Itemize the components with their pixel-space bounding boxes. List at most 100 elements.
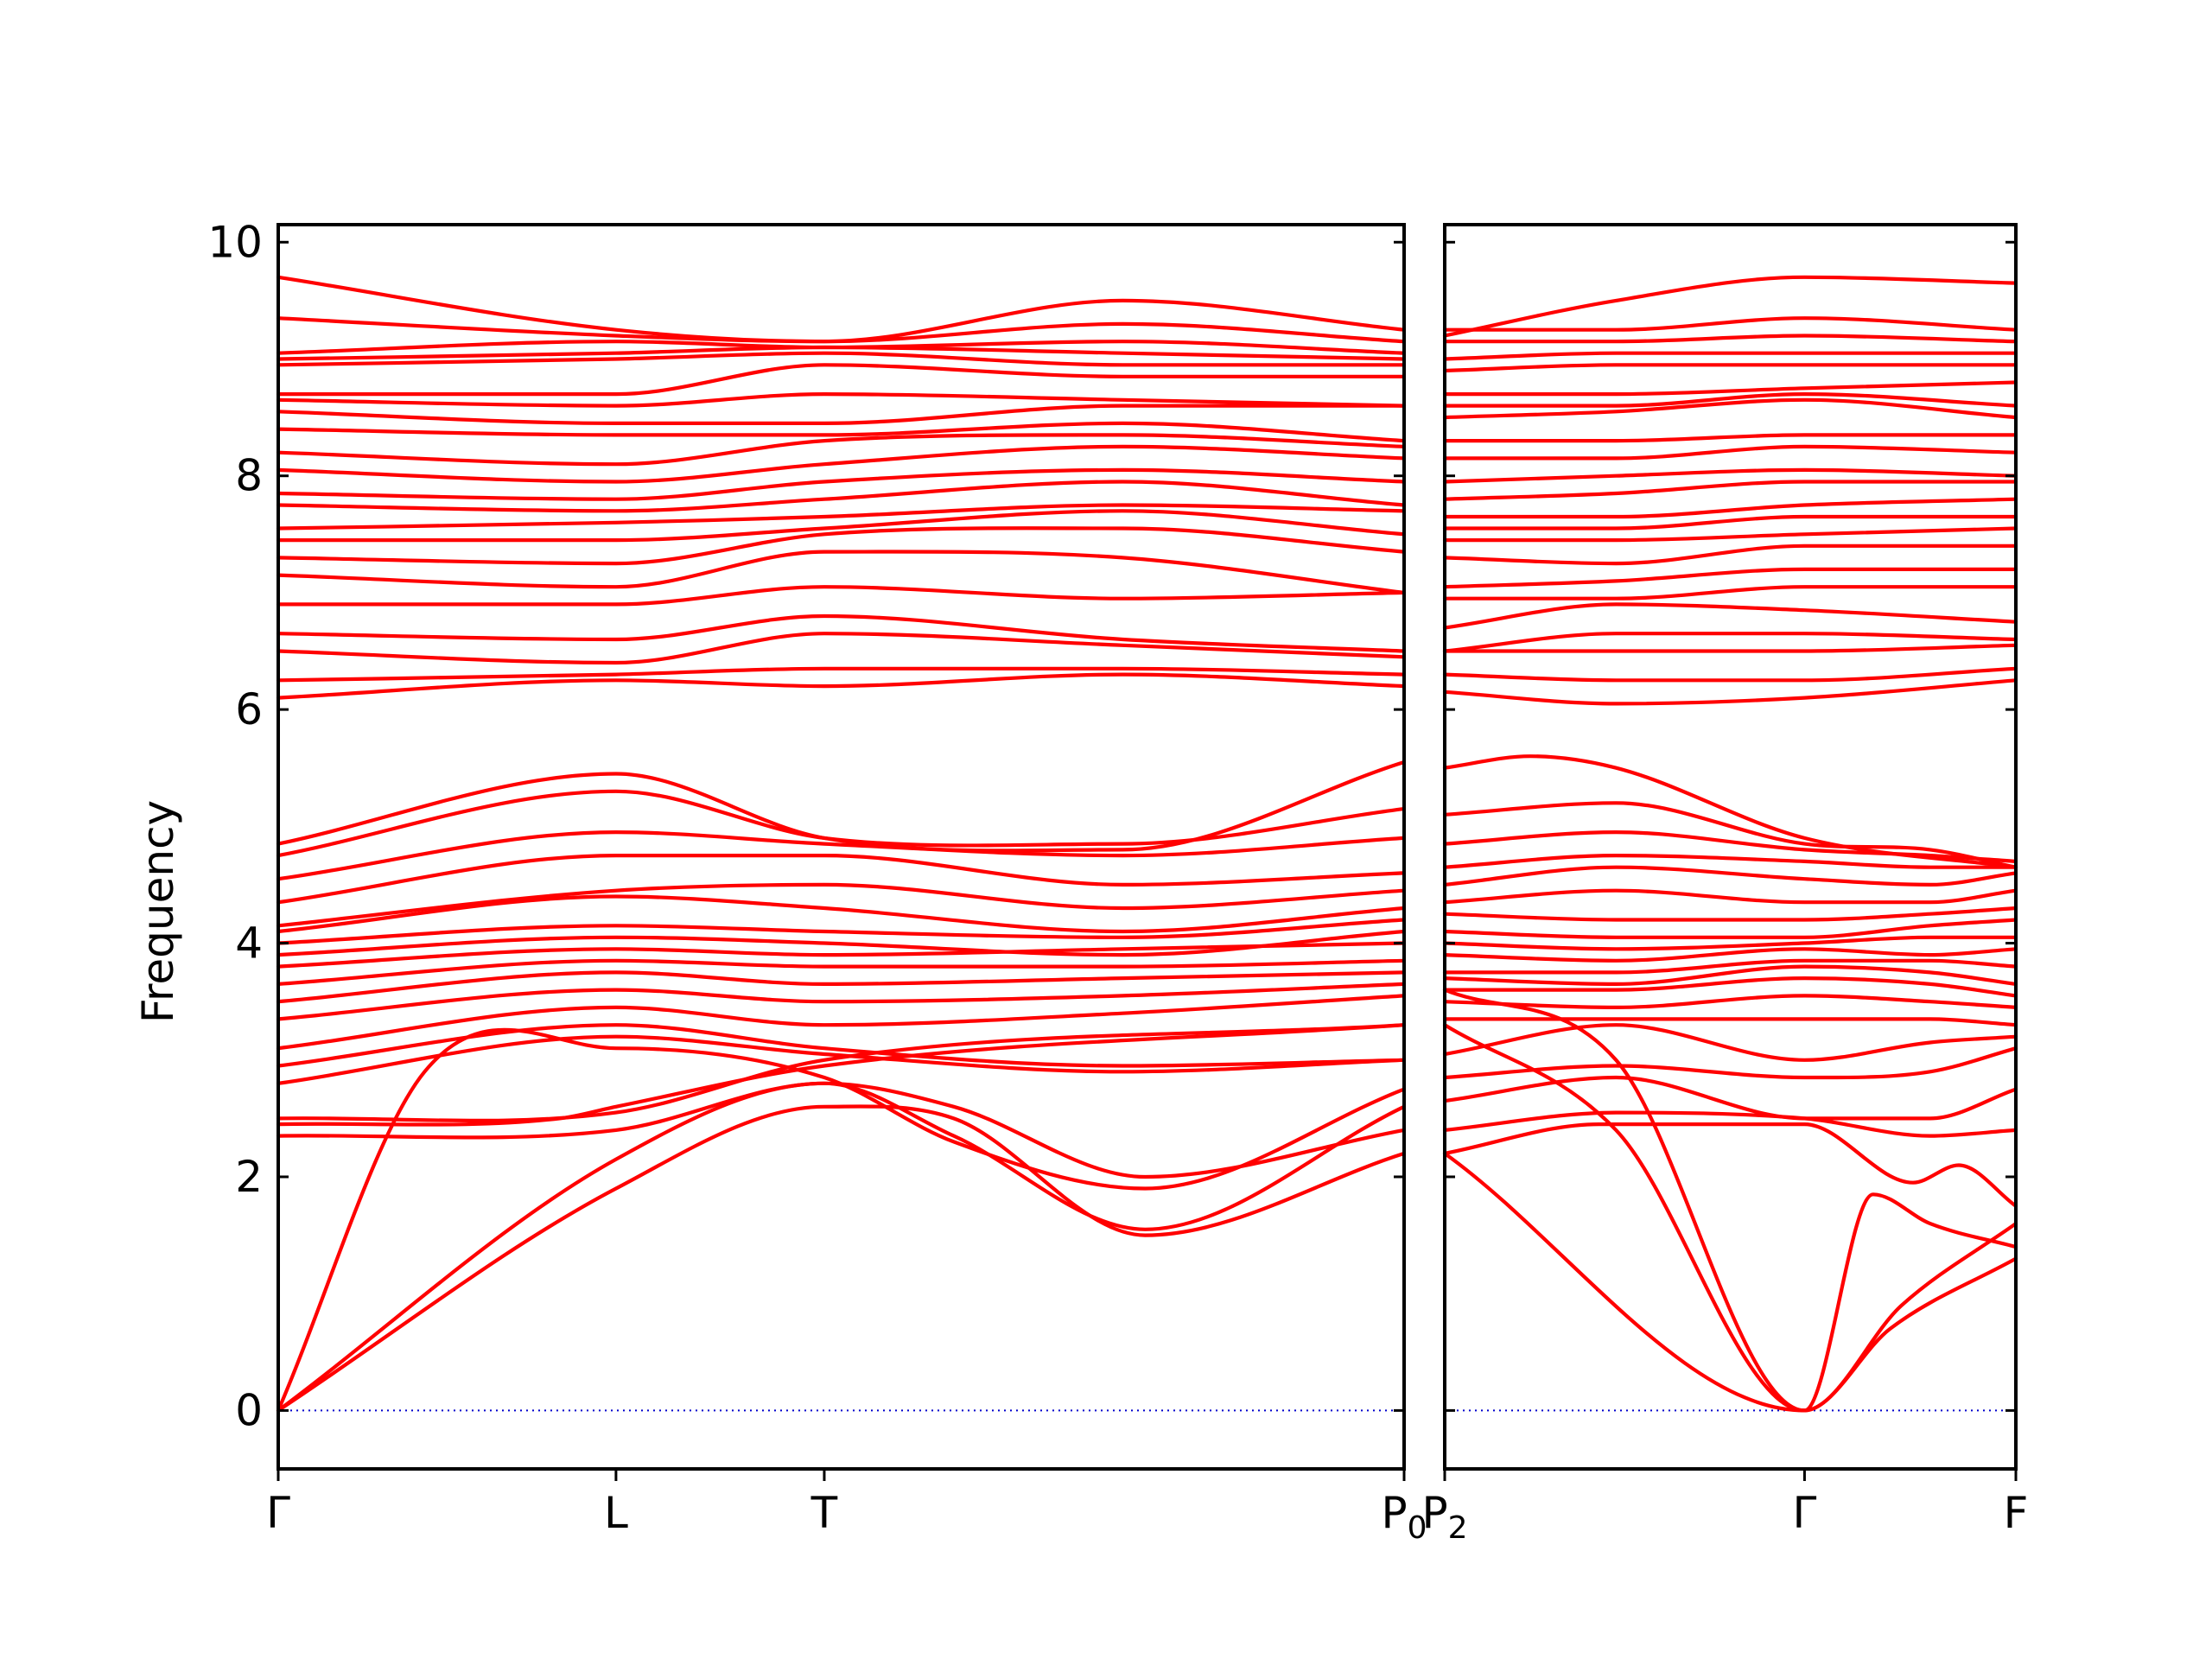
band-line	[1442, 958, 2018, 975]
y-tick-label: 4	[235, 918, 263, 969]
band-line	[276, 421, 1407, 443]
x-tick-label: T	[810, 1488, 838, 1538]
band-line	[1442, 906, 2018, 922]
y-tick-label: 8	[235, 451, 263, 501]
band-line	[1442, 678, 2018, 706]
band-line	[276, 613, 1407, 653]
band-lines-left	[276, 275, 1407, 1413]
band-line	[276, 503, 1407, 531]
band-line	[1442, 526, 2018, 543]
x-tick-label: F	[2004, 1488, 2029, 1538]
panel-right: P2 Γ F	[1421, 223, 2028, 1546]
x-ticks-right: P2 Γ F	[1421, 1469, 2028, 1546]
band-line	[276, 632, 1407, 665]
band-line	[276, 1023, 1407, 1127]
band-line	[1442, 567, 2018, 589]
band-line	[1442, 935, 2018, 951]
band-line	[276, 929, 1407, 957]
band-line	[1442, 865, 2018, 887]
band-line	[1442, 854, 2018, 869]
band-line	[276, 666, 1407, 683]
band-line	[1442, 363, 2018, 373]
band-line	[1442, 1046, 2018, 1080]
band-line	[1442, 632, 2018, 653]
band-line	[276, 467, 1407, 501]
band-line	[1442, 988, 2018, 1413]
band-line	[276, 433, 1407, 467]
band-line	[1442, 643, 2018, 653]
band-line	[1442, 888, 2018, 905]
band-line	[276, 340, 1407, 355]
band-line	[276, 894, 1407, 934]
band-line	[276, 982, 1407, 1021]
band-line	[1442, 433, 2018, 443]
y-tick-label: 10	[207, 217, 263, 267]
band-line	[1442, 397, 2018, 420]
band-line	[276, 882, 1407, 928]
band-line	[276, 392, 1407, 408]
band-line	[276, 1027, 1407, 1413]
band-line	[1442, 1023, 2018, 1062]
band-line	[276, 853, 1407, 905]
band-line	[276, 918, 1407, 945]
y-tick-label: 6	[235, 684, 263, 734]
band-line	[276, 585, 1407, 607]
band-line	[276, 1034, 1407, 1085]
band-line	[1442, 754, 2018, 869]
band-line	[1442, 1075, 2018, 1121]
band-line	[1442, 994, 2018, 1009]
band-line	[1442, 351, 2018, 361]
x-ticks-left: Γ L T P0	[266, 1469, 1427, 1546]
band-line	[276, 672, 1407, 700]
band-line	[1442, 585, 2018, 601]
band-line	[276, 1023, 1407, 1123]
band-line	[276, 363, 1407, 397]
band-line	[276, 509, 1407, 543]
y-tick-label: 0	[235, 1385, 263, 1435]
band-line	[1442, 316, 2018, 332]
band-line	[1442, 801, 2018, 869]
y-axis-label: Frequency	[133, 800, 183, 1023]
band-line	[1442, 602, 2018, 630]
y-tick-label: 2	[235, 1152, 263, 1202]
band-line	[1442, 976, 2018, 998]
band-line	[1442, 1017, 2018, 1027]
band-line	[1442, 830, 2018, 863]
band-line	[276, 1081, 1407, 1179]
band-line	[1442, 392, 2018, 408]
plot-frame	[276, 223, 1406, 1471]
band-line	[276, 480, 1407, 513]
band-line	[276, 550, 1407, 594]
x-tick-label: P2	[1421, 1488, 1467, 1546]
band-line	[1442, 514, 2018, 531]
band-line	[1442, 947, 2018, 963]
band-line	[1442, 275, 2018, 338]
band-line	[276, 760, 1407, 853]
y-ticks-left: 0 2 4 6 8 10	[207, 217, 1404, 1435]
band-line	[276, 958, 1407, 986]
band-line	[276, 526, 1407, 566]
band-line	[1442, 666, 2018, 683]
band-line	[276, 1023, 1407, 1068]
band-line	[276, 275, 1407, 344]
band-line	[1442, 1122, 2018, 1208]
band-line	[276, 1081, 1407, 1413]
band-line	[1442, 964, 2018, 986]
band-line	[276, 351, 1407, 367]
band-line	[276, 404, 1407, 426]
band-lines-right	[1442, 275, 2018, 1413]
band-line	[276, 941, 1407, 969]
band-line	[1442, 480, 2018, 501]
band-line	[1442, 1023, 2018, 1413]
x-tick-label: P0	[1381, 1488, 1427, 1546]
band-line	[1442, 918, 2018, 939]
x-tick-label: Γ	[1793, 1488, 1817, 1538]
band-line	[1442, 467, 2018, 484]
band-line	[276, 994, 1407, 1051]
x-tick-label: Γ	[266, 1488, 290, 1538]
band-line	[276, 444, 1407, 484]
band-line	[1442, 380, 2018, 397]
band-line	[1442, 334, 2018, 344]
band-line	[276, 316, 1407, 344]
